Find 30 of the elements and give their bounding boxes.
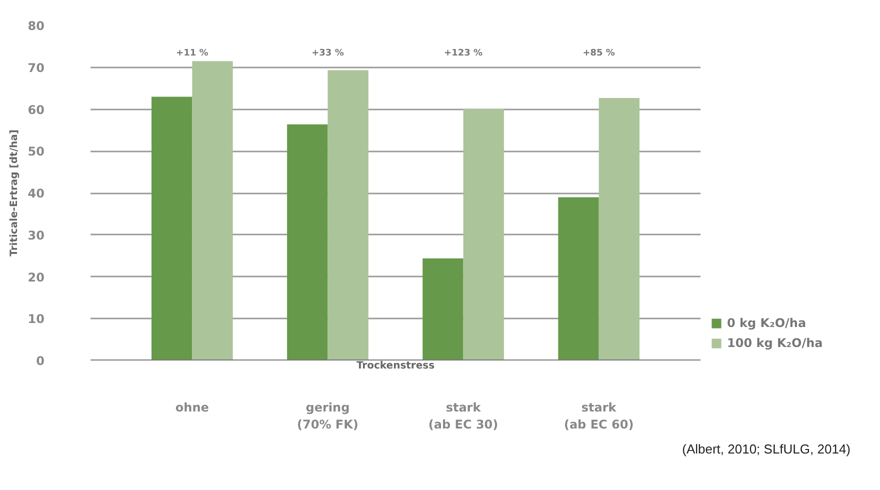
y-tick-label: 70 <box>28 60 45 75</box>
annotation: +33 % <box>312 48 344 58</box>
legend-label: 0 kg K₂O/ha <box>727 316 806 330</box>
bar <box>328 70 368 360</box>
bar <box>152 96 192 360</box>
legend-label: 100 kg K₂O/ha <box>727 336 823 350</box>
x-tick-label: stark (ab EC 30) <box>428 400 498 432</box>
y-tick-label: 30 <box>28 228 45 242</box>
y-axis-title: Triticale-Ertrag [dt/ha] <box>8 130 20 256</box>
bar <box>558 197 599 360</box>
x-tick-label: stark (ab EC 60) <box>564 400 634 432</box>
bar <box>463 108 504 360</box>
annotation: +11 % <box>176 48 208 58</box>
x-tick-label: gering (70% FK) <box>297 400 358 432</box>
annotation: +85 % <box>582 48 615 58</box>
y-tick-label: 0 <box>36 354 45 368</box>
y-tick-label: 20 <box>28 270 45 284</box>
y-tick-label: 10 <box>28 312 45 326</box>
annotation: +123 % <box>444 48 483 58</box>
y-tick-label: 50 <box>28 144 45 159</box>
x-axis-title: Trockenstress <box>356 360 435 372</box>
bar <box>192 61 233 360</box>
bar <box>287 124 328 360</box>
text: (Albert, 2010; SLfULG, 2014) <box>682 442 851 456</box>
bar <box>598 98 640 360</box>
y-tick-label: 80 <box>28 19 45 33</box>
y-tick-label: 60 <box>28 102 45 117</box>
y-tick-label: 40 <box>28 186 45 200</box>
x-tick-label: ohne <box>175 400 209 414</box>
bar <box>422 258 464 360</box>
